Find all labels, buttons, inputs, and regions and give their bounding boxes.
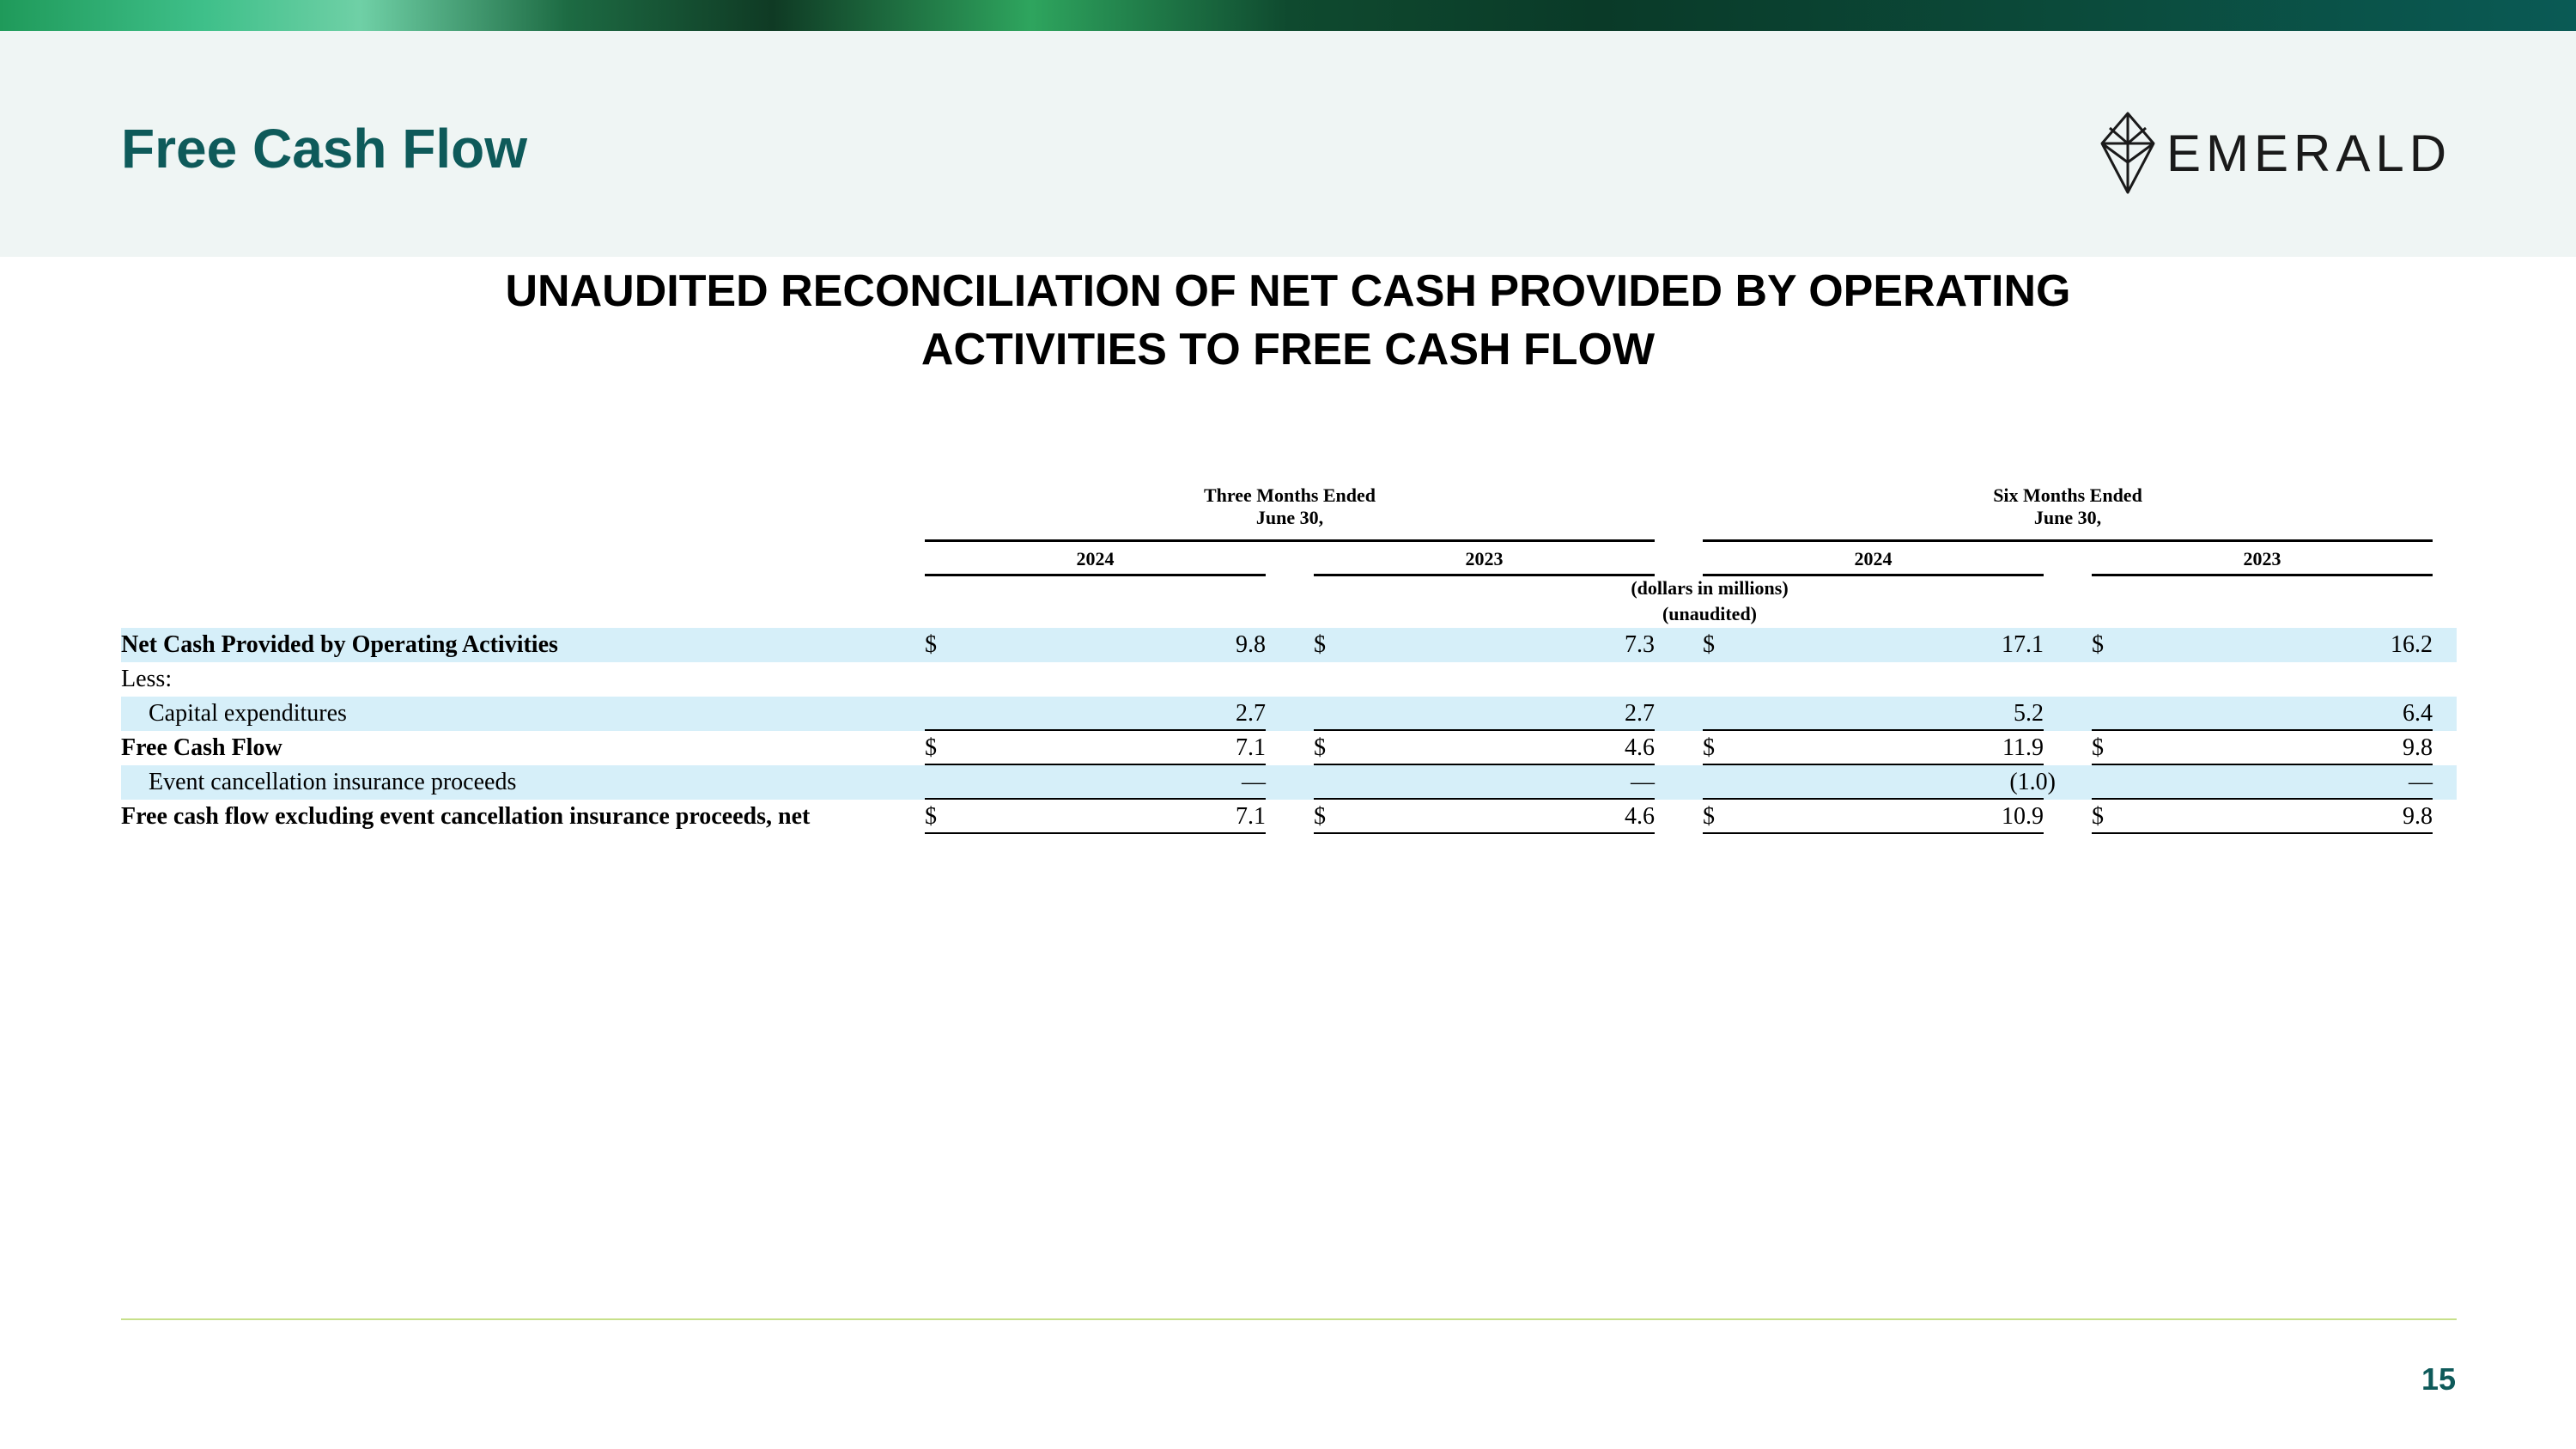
cell-6m-2024: 5.2 <box>1703 697 2044 731</box>
row-free-cash-flow-excluding: Free cash flow excluding event cancellat… <box>121 800 2457 834</box>
header-six-months-line1: Six Months Ended <box>1993 484 2142 506</box>
page-title: Free Cash Flow <box>121 118 527 180</box>
year-rule-3 <box>1703 574 2044 576</box>
cell-3m-2024: $9.8 <box>925 631 1266 658</box>
row-label: Free cash flow excluding event cancellat… <box>121 803 811 830</box>
row-less: Less: <box>121 662 2457 697</box>
cell-3m-2024: $7.1 <box>925 800 1266 834</box>
row-net-cash-operating: Net Cash Provided by Operating Activitie… <box>121 628 2457 662</box>
footer-rule <box>121 1318 2457 1320</box>
units-note-line1: (dollars in millions) <box>1631 577 1789 599</box>
year-rule-2 <box>1314 574 1655 576</box>
logo-wordmark: EMERALD <box>2166 124 2452 182</box>
cell-3m-2023: $4.6 <box>1314 800 1655 834</box>
cell-6m-2023: $9.8 <box>2092 800 2433 834</box>
row-label: Less: <box>121 666 173 692</box>
row-label: Capital expenditures <box>149 700 347 727</box>
cell-3m-2024: $7.1 <box>925 731 1266 765</box>
cell-6m-2023: 6.4 <box>2092 697 2433 731</box>
year-rule-1 <box>925 574 1266 576</box>
year-header-3: 2024 <box>1854 548 1893 569</box>
emerald-gem-icon <box>2100 112 2155 194</box>
year-header-2: 2023 <box>1465 548 1504 569</box>
cell-3m-2024: — <box>925 765 1266 800</box>
header-six-months: Six Months Ended June 30, <box>1703 484 2433 529</box>
cell-6m-2024: $10.9 <box>1703 800 2044 834</box>
year-header-1: 2024 <box>1076 548 1115 569</box>
header-rule-six-months <box>1703 539 2433 542</box>
header-three-months-line2: June 30, <box>1255 507 1324 528</box>
cell-6m-2024: (1.0) <box>1703 765 2056 800</box>
header-three-months: Three Months Ended June 30, <box>925 484 1655 529</box>
cell-3m-2023: 2.7 <box>1314 697 1655 731</box>
heading-line-1: UNAUDITED RECONCILIATION OF NET CASH PRO… <box>505 266 2071 316</box>
header-six-months-line2: June 30, <box>2033 507 2102 528</box>
year-header-4: 2023 <box>2243 548 2281 569</box>
cell-3m-2023: $7.3 <box>1314 631 1655 658</box>
cell-6m-2024: $11.9 <box>1703 731 2044 765</box>
cell-6m-2023: $16.2 <box>2092 631 2433 658</box>
cell-3m-2023: $4.6 <box>1314 731 1655 765</box>
header-three-months-line1: Three Months Ended <box>1203 484 1376 506</box>
row-free-cash-flow: Free Cash Flow $7.1 $4.6 $11.9 $9.8 <box>121 731 2457 765</box>
top-gradient-band <box>0 0 2576 31</box>
year-rule-4 <box>2092 574 2433 576</box>
row-label: Free Cash Flow <box>121 734 283 761</box>
emerald-logo: EMERALD <box>2099 110 2451 196</box>
header-rule-three-months <box>925 539 1655 542</box>
heading-line-2: ACTIVITIES TO FREE CASH FLOW <box>920 325 1656 374</box>
row-label: Event cancellation insurance proceeds <box>149 769 517 795</box>
page-number: 15 <box>2421 1361 2456 1397</box>
units-note: (dollars in millions) (unaudited) <box>1495 575 1924 627</box>
row-event-cancellation-insurance: Event cancellation insurance proceeds — … <box>121 765 2457 800</box>
reconciliation-heading: UNAUDITED RECONCILIATION OF NET CASH PRO… <box>258 262 2318 379</box>
row-label: Net Cash Provided by Operating Activitie… <box>121 631 558 658</box>
cell-6m-2023: — <box>2092 765 2433 800</box>
units-note-line2: (unaudited) <box>1662 603 1758 624</box>
cell-6m-2024: $17.1 <box>1703 631 2044 658</box>
row-capital-expenditures: Capital expenditures 2.7 2.7 5.2 6.4 <box>121 697 2457 731</box>
cell-3m-2024: 2.7 <box>925 697 1266 731</box>
cell-6m-2023: $9.8 <box>2092 731 2433 765</box>
cell-3m-2023: — <box>1314 765 1655 800</box>
